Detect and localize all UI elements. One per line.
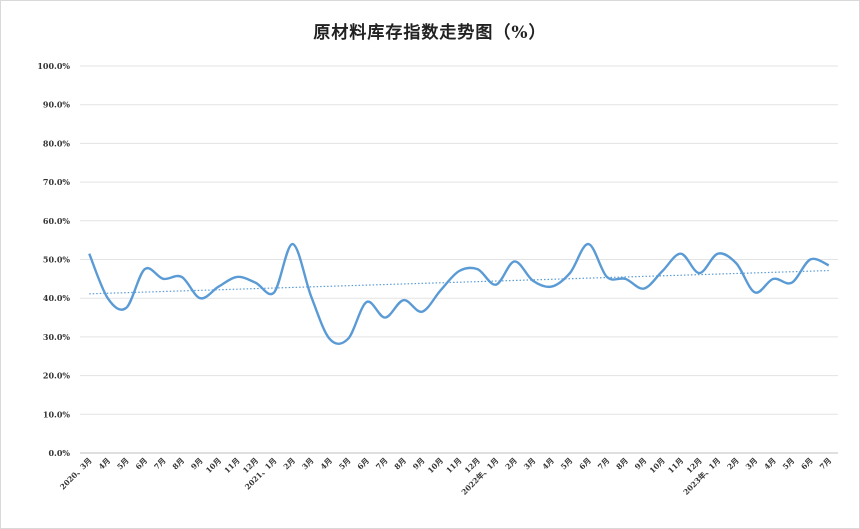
- y-axis-tick-labels: 0.0% 10.0% 20.0% 30.0% 40.0% 50.0% 60.0% 70.0% 8…: [37, 61, 70, 458]
- x-tick-label: 5月: [781, 456, 796, 471]
- x-tick-label: 9月: [633, 456, 648, 471]
- y-tick-label: 30.0%: [43, 332, 70, 342]
- x-tick-label: 11月: [666, 456, 685, 475]
- x-tick-label: 7月: [152, 456, 167, 471]
- x-tick-label: 3月: [522, 456, 537, 471]
- x-tick-label: 5月: [559, 456, 574, 471]
- x-tick-label: 3月: [300, 456, 315, 471]
- x-tick-label: 8月: [171, 456, 186, 471]
- y-tick-label: 70.0%: [43, 177, 70, 187]
- x-tick-label: 10月: [648, 456, 667, 475]
- x-tick-label: 5月: [115, 456, 130, 471]
- x-tick-label: 6月: [134, 456, 149, 471]
- series-line: [88, 242, 830, 345]
- chart-title: 原材料库存指数走势图（%）: [313, 23, 547, 43]
- x-tick-label: 10月: [204, 456, 223, 475]
- x-tick-label: 11月: [444, 456, 463, 475]
- x-tick-label: 2月: [725, 456, 740, 471]
- x-tick-label: 2020、3月: [58, 456, 93, 491]
- x-tick-label: 9月: [189, 456, 204, 471]
- x-tick-label: 11月: [223, 456, 242, 475]
- y-tick-label: 60.0%: [43, 216, 70, 226]
- x-tick-label: 10月: [426, 456, 445, 475]
- x-tick-label: 7月: [374, 456, 389, 471]
- x-tick-label: 4月: [97, 456, 112, 471]
- x-tick-label: 6月: [799, 456, 814, 471]
- y-tick-label: 40.0%: [43, 293, 70, 303]
- y-tick-label: 100.0%: [37, 61, 70, 71]
- x-tick-label: 7月: [818, 456, 833, 471]
- x-tick-label: 2月: [282, 456, 297, 471]
- x-tick-label: 4月: [762, 456, 777, 471]
- gridlines: [80, 65, 838, 454]
- x-tick-label: 8月: [614, 456, 629, 471]
- y-tick-label: 20.0%: [43, 371, 70, 381]
- y-tick-label: 90.0%: [43, 100, 70, 110]
- x-tick-label: 5月: [337, 456, 352, 471]
- y-tick-label: 50.0%: [43, 255, 70, 265]
- x-tick-label: 7月: [596, 456, 611, 471]
- x-tick-label: 2月: [504, 456, 519, 471]
- x-tick-label: 4月: [540, 456, 555, 471]
- y-tick-label: 80.0%: [43, 138, 70, 148]
- y-tick-label: 10.0%: [43, 409, 70, 419]
- x-tick-label: 4月: [319, 456, 334, 471]
- trendline: [89, 269, 829, 295]
- x-tick-label: 8月: [393, 456, 408, 471]
- x-tick-label: 9月: [411, 456, 426, 471]
- x-tick-label: 6月: [356, 456, 371, 471]
- x-tick-label: 3月: [744, 456, 759, 471]
- series-layer: [88, 242, 830, 345]
- trendline-layer: [89, 269, 829, 295]
- y-tick-label: 0.0%: [48, 448, 70, 458]
- x-tick-label: 6月: [577, 456, 592, 471]
